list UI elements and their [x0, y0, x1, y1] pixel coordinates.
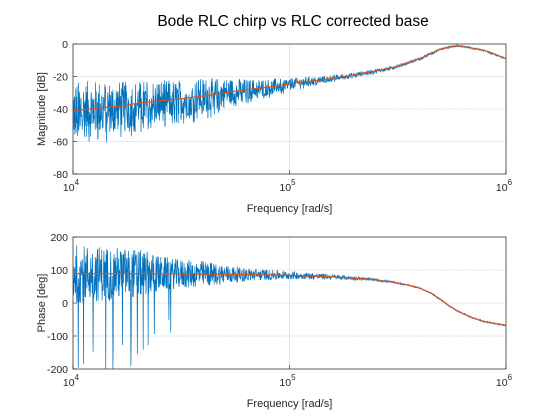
magnitude-subplot: 104 105 106 -80 -60 -40 -20 0 Frequency [rad/s] M… [36, 39, 513, 215]
y-tick-label: 100 [50, 265, 68, 277]
chart-title: Bode RLC chirp vs RLC corrected base [157, 13, 428, 30]
y-axis-label: Magnitude [dB] [36, 72, 48, 146]
phase-subplot: 104 105 106 -200 -100 0 100 200 Frequency [rad/s… [36, 232, 513, 410]
y-tick-label: 200 [50, 232, 68, 244]
y-tick-label: 0 [62, 39, 68, 51]
y-tick-label: -80 [53, 169, 68, 181]
y-tick-label: 0 [62, 298, 68, 310]
x-tick-label: 105 [279, 373, 296, 389]
x-tick-label: 105 [279, 178, 296, 194]
x-axis-label: Frequency [rad/s] [247, 203, 333, 215]
x-tick-label: 106 [496, 373, 513, 389]
y-tick-label: -20 [53, 72, 68, 84]
measured-series-line [73, 44, 506, 143]
x-tick-label: 104 [63, 373, 80, 389]
y-tick-label: -200 [47, 364, 68, 376]
model-series-line [73, 45, 506, 112]
y-tick-label: -40 [53, 104, 68, 116]
axes-frame [72, 43, 507, 175]
y-tick-label: -100 [47, 331, 68, 343]
x-tick-label: 104 [63, 178, 80, 194]
x-axis-label: Frequency [rad/s] [247, 398, 333, 410]
y-tick-label: -60 [53, 137, 68, 149]
y-axis-label: Phase [deg] [36, 274, 48, 333]
axes-frame [72, 236, 507, 370]
x-tick-label: 106 [496, 178, 513, 194]
model-series-line [73, 273, 506, 327]
